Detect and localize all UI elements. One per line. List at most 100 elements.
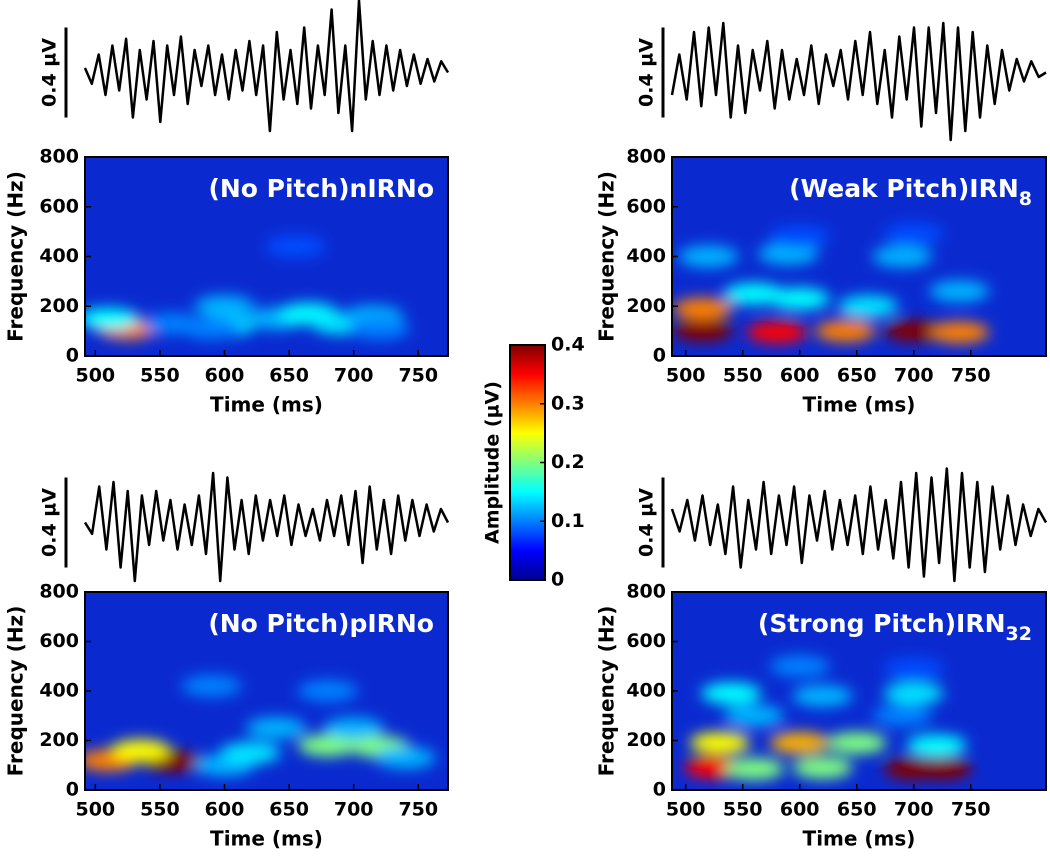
heat-blob: [929, 321, 990, 344]
heat-blob: [912, 757, 973, 780]
x-tick-label: 750: [951, 365, 991, 387]
y-tick-label: 200: [39, 729, 79, 751]
y-tick-label: 600: [39, 195, 79, 217]
heat-blob: [672, 320, 733, 343]
y-tick-label: 600: [39, 630, 79, 652]
x-axis-label: Time (ms): [210, 827, 323, 851]
heat-blob: [758, 243, 819, 266]
heatmap: [85, 592, 448, 790]
heat-blob: [815, 320, 876, 343]
scale-label: 0.4 µV: [39, 488, 61, 557]
x-tick-label: 750: [398, 799, 438, 821]
heat-blob: [883, 682, 944, 705]
x-tick-label: 550: [140, 799, 180, 821]
x-tick-label: 550: [140, 365, 180, 387]
y-tick-label: 400: [39, 680, 79, 702]
title-text: (Weak Pitch)IRN: [789, 174, 1019, 203]
y-tick-label: 600: [626, 195, 666, 217]
heat-blob: [297, 734, 358, 757]
y-tick-label: 800: [626, 581, 666, 603]
colorbar-label: Amplitude (µV): [482, 381, 504, 544]
x-tick-label: 650: [837, 365, 877, 387]
x-tick-label: 600: [780, 799, 820, 821]
colorbar-tick-label: 0.4: [551, 334, 585, 356]
y-axis-label: Frequency (Hz): [595, 171, 619, 342]
blob-layer: [672, 223, 990, 344]
title-text: (No Pitch)pIRNo: [208, 609, 434, 638]
heat-blob: [826, 731, 887, 754]
y-tick-label: 800: [39, 581, 79, 603]
y-tick-label: 400: [626, 245, 666, 267]
heat-blob: [883, 657, 944, 680]
scale-label: 0.4 µV: [636, 38, 658, 107]
heat-blob: [110, 739, 171, 762]
heat-blob: [297, 680, 358, 702]
heat-blob: [724, 704, 785, 727]
x-tick-label: 700: [334, 799, 374, 821]
blob-layer: [684, 655, 973, 780]
blob-layer: [85, 235, 410, 340]
y-tick-label: 200: [626, 295, 666, 317]
x-axis-label: Time (ms): [803, 827, 916, 851]
y-tick-label: 0: [66, 345, 79, 367]
heat-blob: [769, 731, 830, 754]
scale-label: 0.4 µV: [39, 38, 61, 107]
heat-blob: [769, 287, 830, 310]
x-tick-label: 500: [75, 799, 115, 821]
y-tick-label: 200: [626, 729, 666, 751]
heat-blob: [838, 295, 899, 318]
x-tick-label: 650: [269, 365, 309, 387]
y-axis-label: Frequency (Hz): [595, 606, 619, 777]
heat-blob: [181, 317, 242, 340]
heat-blob: [349, 317, 410, 340]
y-tick-label: 600: [626, 630, 666, 652]
heat-blob: [769, 225, 830, 248]
heat-blob: [724, 282, 785, 305]
x-tick-label: 650: [269, 799, 309, 821]
x-tick-label: 550: [723, 365, 763, 387]
title-subscript: 8: [1019, 188, 1032, 210]
x-tick-label: 650: [837, 799, 877, 821]
x-axis-label: Time (ms): [210, 393, 323, 417]
x-tick-label: 750: [398, 365, 438, 387]
heat-blob: [883, 320, 944, 343]
x-tick-label: 750: [951, 799, 991, 821]
x-axis-label: Time (ms): [803, 393, 916, 417]
panel-title: (Weak Pitch)IRN8: [789, 174, 1032, 210]
x-tick-label: 550: [723, 799, 763, 821]
y-tick-label: 800: [39, 146, 79, 168]
x-tick-label: 700: [894, 799, 934, 821]
x-tick-label: 600: [780, 365, 820, 387]
heat-blob: [672, 297, 733, 320]
y-tick-label: 200: [39, 295, 79, 317]
waveform: [670, 467, 1048, 583]
x-tick-label: 600: [205, 799, 245, 821]
blob-layer: [85, 675, 436, 777]
y-axis-label: Frequency (Hz): [4, 606, 28, 777]
heat-blob: [906, 734, 967, 757]
heat-blob: [929, 280, 990, 303]
colorbar-tick-label: 0.3: [551, 392, 585, 414]
heat-blob: [872, 704, 933, 727]
waveform: [83, 471, 450, 583]
heat-blob: [701, 682, 762, 705]
y-tick-label: 400: [626, 680, 666, 702]
heat-blob: [375, 746, 436, 769]
heatmap: [672, 157, 1046, 356]
panel-title: (No Pitch)nIRNo: [208, 174, 434, 203]
scale-label: 0.4 µV: [636, 488, 658, 557]
heat-blob: [246, 717, 307, 740]
heat-blob: [85, 307, 139, 330]
title-text: (Strong Pitch)IRN: [758, 609, 1006, 638]
y-tick-label: 800: [626, 146, 666, 168]
heat-blob: [678, 245, 739, 268]
colorbar-tick-label: 0: [551, 569, 564, 591]
heat-blob: [689, 731, 750, 754]
colorbar-tick-label: 0.2: [551, 451, 585, 473]
x-tick-label: 700: [334, 365, 374, 387]
y-tick-label: 0: [653, 779, 666, 801]
panel-title: (Strong Pitch)IRN32: [758, 609, 1032, 645]
x-tick-label: 600: [205, 365, 245, 387]
heat-blob: [792, 756, 853, 779]
